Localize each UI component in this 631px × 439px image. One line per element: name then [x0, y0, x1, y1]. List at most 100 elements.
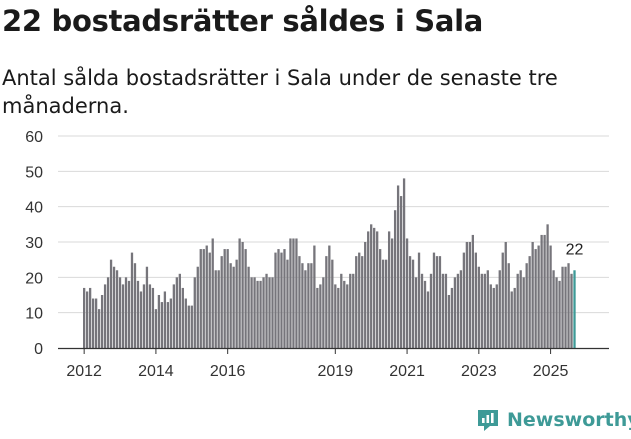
- bar: [307, 263, 310, 348]
- bar: [328, 245, 331, 348]
- bar: [313, 245, 316, 348]
- bar: [447, 295, 451, 348]
- bar: [271, 277, 274, 348]
- bar: [504, 242, 507, 348]
- chart-subtitle: Antal sålda bostadsrätter i Sala under d…: [2, 66, 558, 118]
- bar: [223, 249, 226, 348]
- y-tick-label: 50: [25, 164, 43, 181]
- bar: [229, 263, 232, 348]
- bar: [384, 259, 388, 348]
- bar: [564, 266, 567, 348]
- bar: [247, 266, 250, 348]
- bar: [501, 252, 504, 348]
- bar: [85, 291, 89, 348]
- bar: [468, 242, 472, 348]
- bar: [337, 287, 340, 348]
- bar: [483, 273, 486, 348]
- bar: [420, 273, 424, 348]
- bar: [513, 287, 516, 348]
- bar: [405, 238, 409, 348]
- bar: [163, 291, 167, 348]
- bar: [358, 252, 361, 348]
- bar: [402, 178, 406, 348]
- bar: [277, 249, 280, 348]
- y-axis-ticks: 0 10 20 30 40 50 60: [25, 129, 43, 358]
- bar: [534, 249, 537, 348]
- bar: [88, 287, 92, 348]
- bar: [346, 284, 349, 348]
- x-tick-label: 2021: [389, 363, 425, 380]
- bar: [244, 249, 247, 348]
- y-tick-label: 0: [34, 341, 43, 358]
- bar: [280, 252, 283, 348]
- bar: [444, 273, 448, 348]
- bar: [226, 249, 229, 348]
- bar: [495, 284, 498, 348]
- bar: [498, 270, 501, 348]
- bar: [331, 259, 334, 348]
- bar: [211, 238, 214, 348]
- last-value-label: 22: [566, 241, 584, 258]
- bar: [489, 284, 492, 348]
- bar: [459, 270, 463, 348]
- bar: [127, 280, 131, 348]
- bar: [97, 309, 101, 348]
- bar: [220, 256, 223, 348]
- bar: [507, 263, 510, 348]
- bar: [522, 277, 525, 348]
- bar: [471, 234, 474, 348]
- x-tick-label: 2012: [66, 363, 102, 380]
- bar: [160, 302, 164, 348]
- bar: [181, 287, 184, 348]
- bar: [456, 273, 460, 348]
- bar: [157, 295, 161, 348]
- bar: [429, 273, 433, 348]
- x-tick-label: 2016: [210, 363, 246, 380]
- bar: [474, 252, 477, 348]
- newsworthy-logo[interactable]: Newsworthy: [476, 407, 631, 433]
- bar: [435, 256, 439, 348]
- y-tick-label: 60: [25, 129, 43, 146]
- bar: [441, 273, 445, 348]
- x-tick-label: 2023: [461, 363, 497, 380]
- bar: [151, 287, 155, 348]
- bar: [295, 238, 298, 348]
- bar: [486, 270, 489, 348]
- bar: [319, 284, 322, 348]
- bar: [172, 284, 175, 348]
- bar: [91, 298, 95, 348]
- bar: [274, 252, 277, 348]
- bar: [112, 266, 116, 348]
- bar: [298, 256, 301, 348]
- bar: [208, 252, 211, 348]
- y-tick-label: 30: [25, 235, 43, 252]
- bar: [283, 249, 286, 348]
- bar: [166, 302, 170, 348]
- newsworthy-icon: [478, 410, 498, 431]
- bar: [408, 256, 412, 348]
- bar: [259, 280, 262, 348]
- bar: [396, 185, 400, 348]
- bar: [184, 298, 187, 348]
- bar: [253, 277, 256, 348]
- bar: [510, 291, 513, 348]
- bar: [361, 256, 364, 348]
- bar: [343, 280, 346, 348]
- data-labels: 22: [566, 241, 584, 258]
- bar: [235, 259, 238, 348]
- bar: [301, 263, 304, 348]
- bar: [423, 280, 427, 348]
- bar: [232, 266, 235, 348]
- bar: [516, 273, 519, 348]
- bar: [286, 259, 289, 348]
- bar: [100, 295, 104, 348]
- bar: [265, 273, 268, 348]
- x-tick-label: 2014: [138, 363, 174, 380]
- bar: [531, 242, 534, 348]
- bar: [525, 263, 528, 348]
- bar: [196, 266, 199, 348]
- bar: [124, 277, 128, 348]
- x-tick-label: 2019: [318, 363, 354, 380]
- bar: [83, 287, 86, 348]
- bar: [94, 298, 98, 348]
